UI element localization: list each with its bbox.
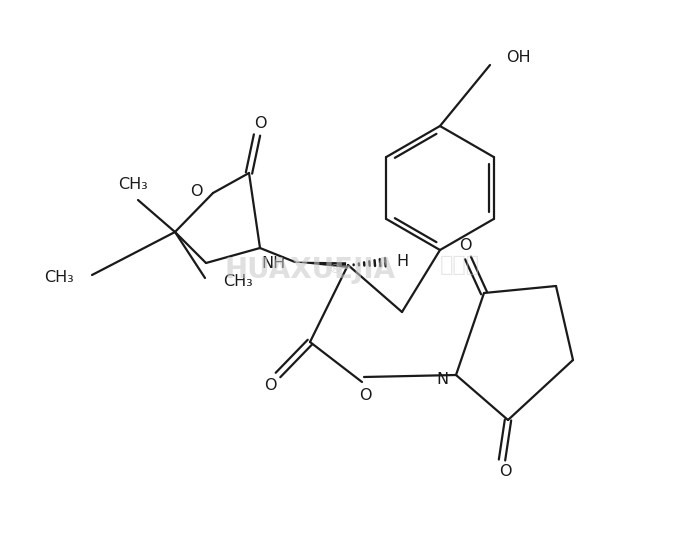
Text: H: H xyxy=(396,254,408,270)
Text: 华学加: 华学加 xyxy=(440,255,480,275)
Text: ®: ® xyxy=(328,263,340,277)
Text: CH₃: CH₃ xyxy=(118,177,148,192)
Text: O: O xyxy=(263,377,276,392)
Text: CH₃: CH₃ xyxy=(223,273,252,288)
Text: O: O xyxy=(191,183,203,198)
Text: N: N xyxy=(437,373,449,387)
Text: NH: NH xyxy=(262,256,286,271)
Polygon shape xyxy=(295,262,346,268)
Text: CH₃: CH₃ xyxy=(45,271,74,286)
Text: O: O xyxy=(254,116,266,131)
Text: O: O xyxy=(499,464,511,480)
Text: O: O xyxy=(359,389,371,403)
Text: HUAXUEJIA: HUAXUEJIA xyxy=(224,256,396,284)
Text: O: O xyxy=(459,238,471,254)
Text: OH: OH xyxy=(506,50,531,64)
